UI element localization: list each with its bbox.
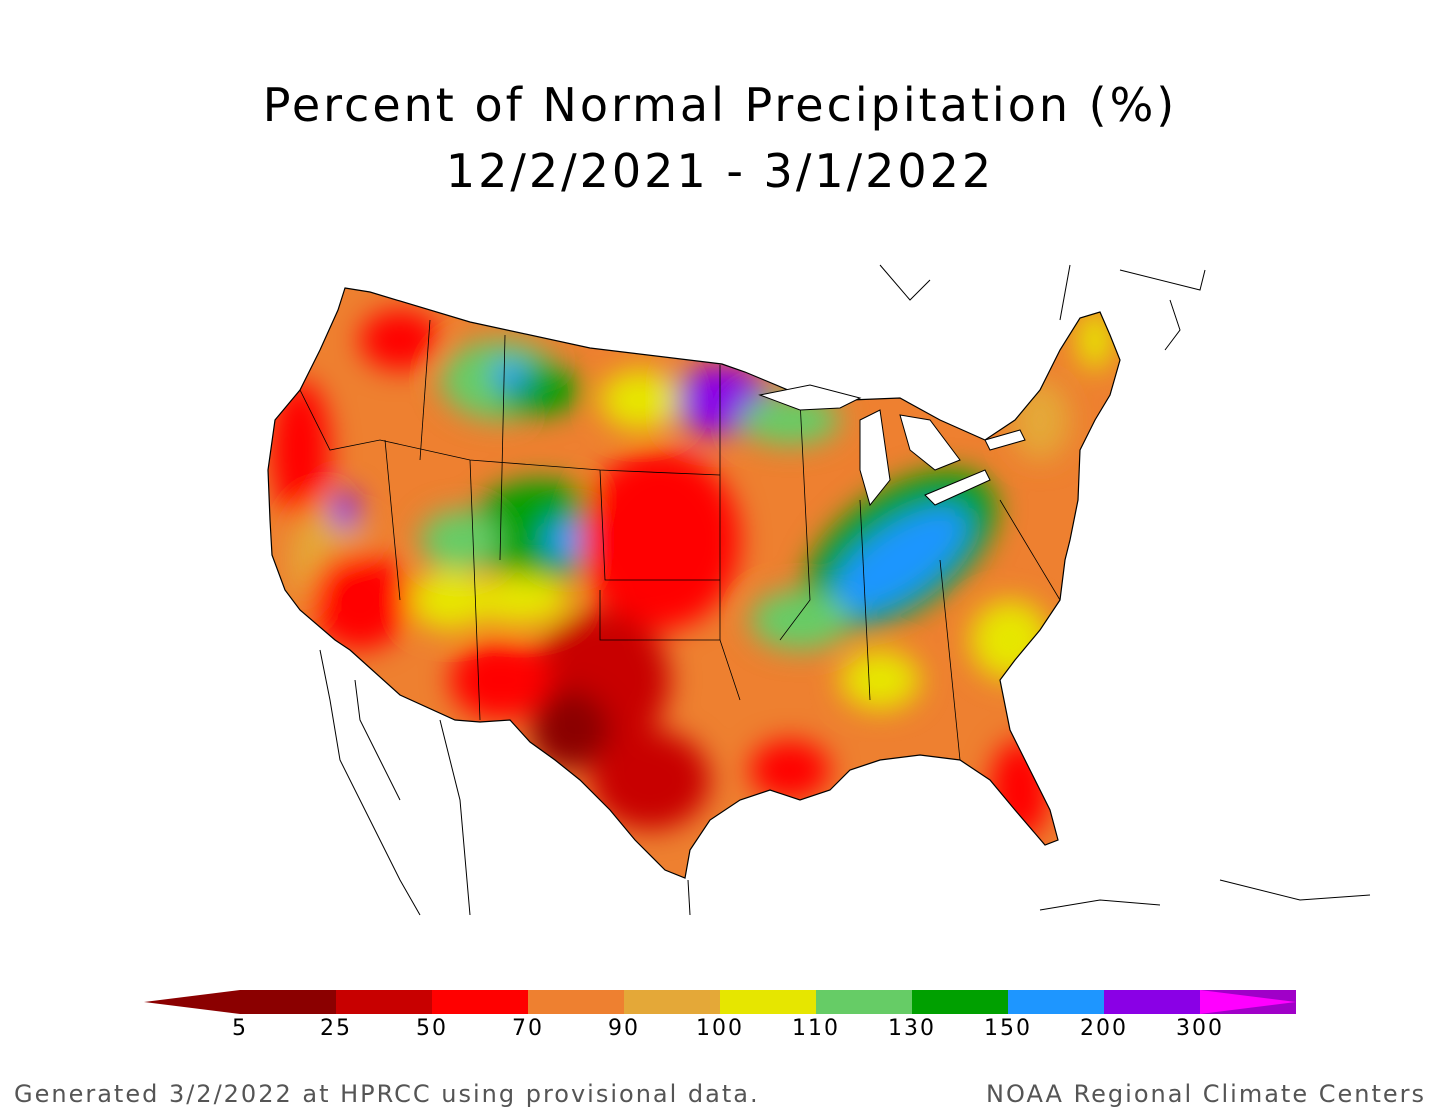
map-date-range: 12/2/2021 - 3/1/2022 <box>445 144 995 198</box>
legend-label: 110 <box>792 1016 840 1041</box>
legend-label: 50 <box>416 1016 448 1041</box>
legend-label: 130 <box>888 1016 936 1041</box>
legend-label: 300 <box>1176 1016 1224 1041</box>
legend-bin <box>912 990 1008 1014</box>
legend-bin <box>624 990 720 1014</box>
legend-bin <box>432 990 528 1014</box>
neighbor-coastlines <box>319 264 1371 916</box>
legend-bin <box>1008 990 1104 1014</box>
great-lakes <box>758 384 1026 507</box>
legend-bin <box>240 990 336 1014</box>
legend-label: 150 <box>984 1016 1032 1041</box>
legend-colorbar <box>144 990 1296 1014</box>
legend-label: 90 <box>608 1016 640 1041</box>
legend-bin <box>336 990 432 1014</box>
footer-credit: NOAA Regional Climate Centers <box>986 1080 1426 1108</box>
legend-label: 200 <box>1080 1016 1128 1041</box>
legend-bin <box>816 990 912 1014</box>
legend-low-arrow <box>144 990 240 1014</box>
legend-bin <box>720 990 816 1014</box>
footer-generated-note: Generated 3/2/2022 at HPRCC using provis… <box>14 1080 760 1108</box>
legend-label: 25 <box>320 1016 352 1041</box>
legend-label: 100 <box>696 1016 744 1041</box>
legend-label: 70 <box>512 1016 544 1041</box>
legend-high-arrow <box>1200 990 1296 1014</box>
state-boundaries <box>299 319 1061 761</box>
legend-label: 5 <box>232 1016 248 1041</box>
map-title: Percent of Normal Precipitation (%) <box>262 78 1178 132</box>
legend-bin <box>1104 990 1200 1014</box>
legend-bin <box>528 990 624 1014</box>
